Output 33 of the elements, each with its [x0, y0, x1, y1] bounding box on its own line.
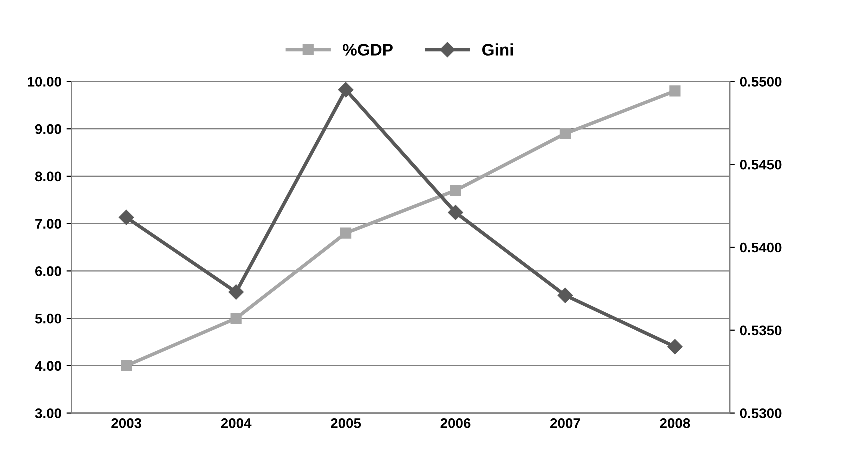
- y-tick-label: 3.00: [35, 408, 62, 418]
- y2-tick-label: 0.5450: [740, 160, 782, 170]
- y-tick-label: 8.00: [35, 172, 62, 182]
- y-tick-label: 7.00: [36, 219, 62, 229]
- y-tick-label: 6.00: [35, 266, 62, 276]
- point: [228, 284, 244, 300]
- point: [670, 86, 681, 97]
- x-tick-label: 2008: [660, 418, 690, 428]
- y2-tick-label: 0.5400: [740, 242, 782, 253]
- y-tick-label: 4.00: [35, 361, 62, 372]
- point: [558, 288, 574, 304]
- point: [119, 210, 134, 226]
- point: [121, 360, 132, 372]
- y-tick-label: 5.00: [35, 314, 62, 324]
- point: [448, 205, 464, 220]
- y-tick-label: 10.00: [28, 77, 62, 87]
- legend-label: %GDP: [342, 44, 393, 56]
- point: [338, 82, 354, 98]
- y2-tick-label: 0.5300: [740, 408, 782, 418]
- y-tick-label: 9.00: [35, 124, 62, 134]
- x-tick-label: 2007: [550, 418, 580, 428]
- point: [668, 339, 683, 355]
- y2-tick-label: 0.5500: [740, 77, 782, 87]
- x-tick-label: 2003: [112, 418, 142, 428]
- y2-tick-label: 0.5350: [740, 326, 782, 336]
- point: [560, 128, 572, 140]
- point: [340, 228, 352, 239]
- x-tick-label: 2005: [331, 418, 362, 428]
- point: [230, 313, 242, 324]
- x-tick-label: 2006: [440, 418, 471, 428]
- x-tick-label: 2004: [221, 418, 252, 428]
- point: [450, 185, 462, 196]
- legend-label: Gini: [482, 44, 514, 56]
